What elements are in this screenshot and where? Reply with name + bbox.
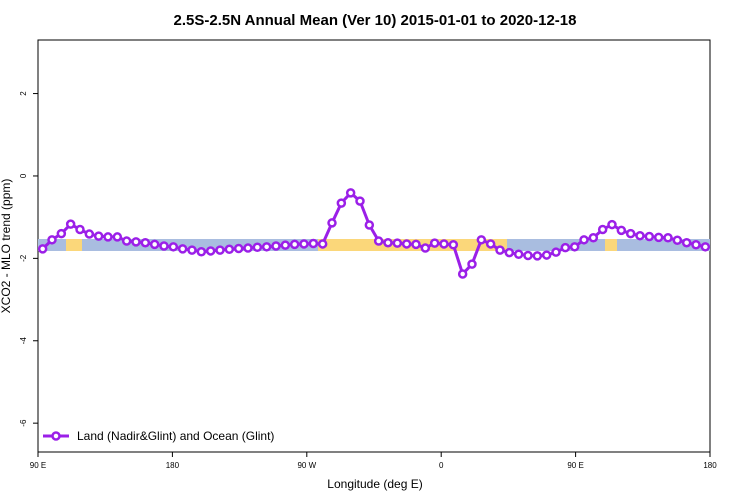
data-point <box>569 242 580 252</box>
data-point <box>280 240 291 250</box>
data-point <box>672 235 683 245</box>
data-point <box>457 269 468 279</box>
data-point <box>439 239 449 249</box>
data-point <box>681 237 692 248</box>
data-point <box>196 247 207 257</box>
data-point <box>429 238 440 248</box>
series-line <box>41 190 706 277</box>
data-point <box>364 220 375 230</box>
data-point <box>495 245 505 255</box>
data-point <box>243 243 253 253</box>
data-point <box>513 249 524 259</box>
data-point <box>411 239 421 250</box>
data-point <box>261 242 272 252</box>
data-point <box>112 232 123 242</box>
data-point <box>476 235 487 245</box>
x-tick-label: 180 <box>166 461 180 470</box>
data-point <box>187 245 197 255</box>
x-axis-label: Longitude (deg E) <box>327 477 422 491</box>
data-point <box>149 239 160 250</box>
data-point <box>485 239 496 249</box>
data-point <box>215 245 225 255</box>
data-point <box>392 238 403 248</box>
data-point <box>504 247 515 258</box>
data-point <box>159 241 169 251</box>
x-tick-label: 0 <box>439 461 444 470</box>
data-point <box>373 236 384 246</box>
data-point <box>327 218 337 228</box>
data-point <box>401 239 412 249</box>
data-point <box>597 224 608 235</box>
data-point <box>663 233 673 243</box>
data-point <box>177 244 188 254</box>
chart-title: 2.5S-2.5N Annual Mean (Ver 10) 2015-01-0… <box>174 12 577 29</box>
data-point <box>523 250 533 261</box>
data-point <box>317 239 328 249</box>
x-tick-label: 90 E <box>30 461 46 470</box>
data-point <box>691 240 701 250</box>
data-point <box>560 242 571 253</box>
data-point <box>289 239 300 250</box>
data-point <box>355 196 365 206</box>
legend-label: Land (Nadir&Glint) and Ocean (Glint) <box>77 429 274 443</box>
y-tick-label: -2 <box>19 254 28 262</box>
data-point <box>65 219 76 229</box>
data-point <box>625 228 636 239</box>
y-tick-label: 0 <box>19 173 28 178</box>
data-point <box>140 237 151 248</box>
y-tick-label: -6 <box>19 419 28 427</box>
data-point <box>84 229 95 239</box>
legend-marker <box>51 431 61 441</box>
data-point <box>103 232 113 242</box>
data-point <box>420 243 431 253</box>
data-point <box>168 242 179 252</box>
data-point <box>635 230 645 241</box>
data-point <box>383 237 393 248</box>
data-point <box>224 244 235 255</box>
data-point <box>299 239 309 249</box>
y-tick-label: 2 <box>19 91 28 96</box>
data-point <box>532 251 543 261</box>
data-point <box>467 259 477 269</box>
data-point <box>93 231 104 241</box>
data-point <box>56 228 67 239</box>
data-point <box>579 235 589 245</box>
data-point <box>345 188 356 198</box>
y-axis-label: XCO2 - MLO trend (ppm) <box>0 179 13 314</box>
data-point <box>233 243 244 254</box>
data-point <box>551 247 561 257</box>
x-tick-label: 90 E <box>567 461 583 470</box>
data-point <box>653 232 664 243</box>
data-point <box>37 244 48 254</box>
data-point <box>448 240 459 250</box>
data-point <box>336 198 347 208</box>
data-point <box>47 235 57 245</box>
data-point <box>131 237 141 247</box>
data-point <box>541 250 552 260</box>
data-point <box>308 238 319 249</box>
x-tick-label: 180 <box>703 461 717 470</box>
data-point <box>271 241 281 251</box>
data-point <box>616 225 627 236</box>
data-point <box>121 236 132 246</box>
data-point <box>252 242 263 252</box>
y-tick-label: -4 <box>19 337 28 345</box>
data-point <box>644 231 655 242</box>
data-point <box>700 242 711 252</box>
data-point <box>607 219 617 230</box>
data-point <box>588 233 599 243</box>
data-point <box>75 224 85 235</box>
x-tick-label: 90 W <box>297 461 316 470</box>
data-point <box>205 246 216 256</box>
